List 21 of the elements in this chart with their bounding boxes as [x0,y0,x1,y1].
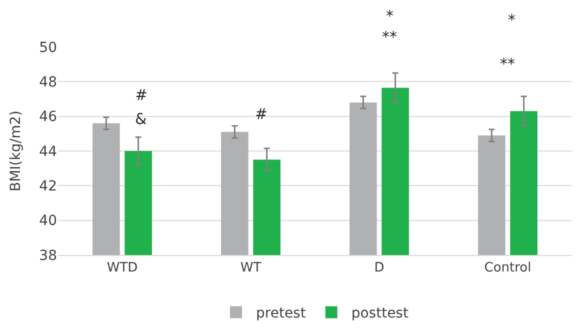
text: * [508,11,516,29]
x-tick-label: WT [240,260,262,276]
y-tick-label: 48 [39,74,57,91]
y-tick-label: 44 [39,144,58,160]
annotation: # [255,105,268,123]
text: ** [382,28,398,46]
y-tick-label: 38 [39,248,57,264]
annotation: # [135,86,148,104]
x-tick-label: WTD [106,260,138,276]
legend-label: pretest [256,306,306,322]
x-tick-label: D [374,260,384,276]
y-axis-title: BMI(kg/m2) [8,110,24,192]
annotation: & [135,110,147,128]
y-tick-label: 46 [39,109,58,126]
text: * [386,7,394,25]
legend-label: posttest [351,306,409,322]
y-tick-label: 40 [39,213,57,230]
y-tick-label: 42 [39,178,57,195]
x-tick-label: Control [484,260,532,276]
annotation: ** [500,55,516,73]
y-tick-label: 50 [39,40,57,56]
